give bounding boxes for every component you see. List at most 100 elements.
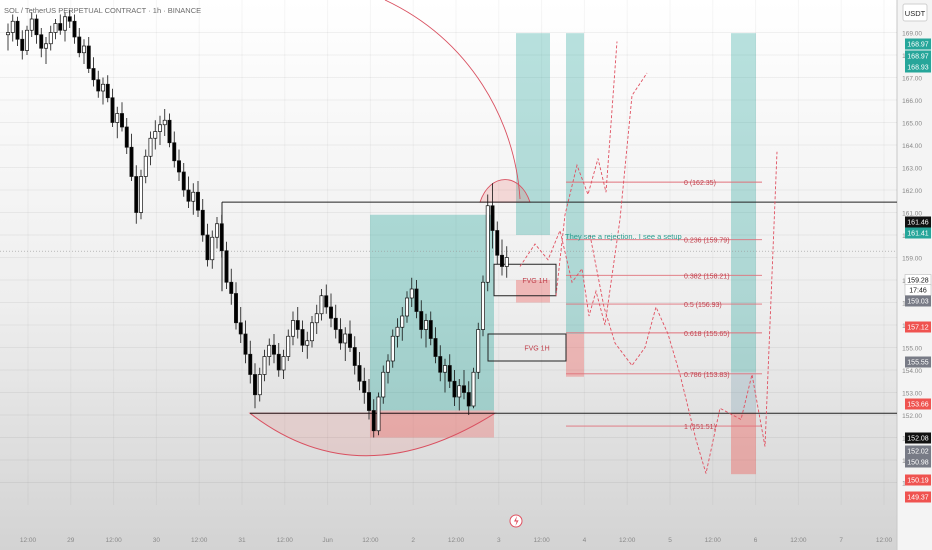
candle-up [262, 356, 267, 375]
candle-down [433, 338, 438, 357]
candle-down [495, 230, 500, 256]
candle-down [15, 20, 20, 40]
candle-down [295, 320, 300, 330]
candle-up [476, 329, 481, 373]
candle-down [276, 353, 281, 371]
fvg-box [487, 333, 567, 362]
candle-down [243, 333, 248, 355]
price-tag-bg [905, 216, 931, 228]
price-tag-bg [905, 61, 931, 73]
time-tick-label: 12:00 [790, 537, 807, 544]
candle-down [181, 171, 186, 191]
fib-label: 0.236 (159.79) [684, 238, 730, 245]
long-position-stop-zone [370, 410, 494, 438]
candle-up [400, 315, 405, 328]
candle-up [29, 18, 34, 31]
candle-down [96, 79, 101, 92]
price-tick-label: 154.00 [902, 368, 922, 375]
candle-down [205, 234, 210, 261]
candle-up [310, 322, 314, 342]
candle-up [314, 313, 319, 324]
price-tag-label: 168.97 [907, 42, 929, 49]
candle-down [466, 392, 471, 407]
projection-path [589, 151, 778, 474]
entry-zone-4 [731, 372, 756, 413]
candle-down [300, 329, 305, 346]
fib-label: 0.5 (156.93) [684, 302, 722, 309]
candle-down [39, 34, 44, 49]
big-arc [384, 0, 521, 200]
long-zone-3 [566, 33, 584, 335]
fvg-label: FVG 1H [524, 346, 549, 353]
candle-up [82, 45, 86, 54]
time-tick-label: 29 [67, 537, 75, 544]
candle-down [67, 16, 72, 22]
time-tick-label: 12:00 [533, 537, 550, 544]
candle-up [376, 396, 381, 432]
price-tick-label: 153.00 [902, 391, 922, 398]
price-tag-bg [905, 474, 931, 486]
stop-zone-3 [566, 334, 584, 377]
candle-down [338, 329, 343, 344]
candle-up [115, 113, 120, 123]
candle-up [162, 119, 167, 126]
candle-down [224, 250, 229, 283]
candle-down [200, 209, 205, 236]
price-tag-label: 150.98 [907, 460, 929, 467]
candle-down [91, 68, 96, 81]
candle-down [105, 83, 110, 99]
price-tick-label: 152.00 [902, 413, 922, 420]
candle-up [143, 155, 148, 177]
candle-up [457, 385, 462, 398]
candle-down [438, 356, 443, 373]
candle-down [72, 20, 77, 38]
fib-label: 0.382 (158.21) [684, 273, 730, 280]
time-tick-label: 4 [583, 537, 587, 544]
candle-down [248, 353, 253, 375]
candle-up [210, 236, 215, 261]
time-tick-label: 12:00 [876, 537, 893, 544]
price-tag-bg [905, 445, 931, 457]
projection-path [519, 72, 648, 326]
candle-up [281, 356, 286, 371]
fvg-zones: FVG 1H FVG 1H [487, 263, 567, 362]
symbol-title: SOL / TetherUS PERPETUAL CONTRACT · 1h ·… [4, 6, 201, 15]
candle-down [357, 365, 362, 382]
candle-down [428, 320, 433, 339]
candle-up [10, 20, 15, 33]
time-tick-label: 12:00 [705, 537, 722, 544]
fib-label: 0.786 (153.83) [684, 372, 730, 379]
candle-down [414, 288, 419, 312]
candle-down [272, 344, 276, 355]
candle-up [471, 371, 476, 407]
position-zones [370, 33, 756, 475]
candle-up [191, 191, 196, 202]
fvg-box [493, 263, 557, 297]
projection-path [555, 41, 618, 296]
candle-up [53, 23, 58, 33]
bottom-arc [248, 412, 497, 457]
currency-button[interactable]: USDT [902, 3, 928, 22]
candle-up [267, 344, 272, 357]
price-tag-bg [905, 50, 931, 62]
price-tags: 168.97 168.97 168.93 161.46 161.41 159.28 17:4… [904, 38, 932, 503]
price-tag-bg [905, 38, 931, 50]
candle-down [134, 176, 139, 213]
price-tag-label: 159.03 [907, 299, 929, 306]
candle-down [196, 191, 200, 211]
lightning-icon[interactable] [509, 514, 523, 528]
time-tick-label: 7 [839, 537, 843, 544]
price-tick-label: 155.00 [902, 346, 922, 353]
candle-down [367, 392, 371, 411]
candle-down [34, 18, 39, 36]
stop-zone-2 [516, 280, 550, 303]
candle-up [158, 124, 162, 132]
candle-down [110, 97, 115, 123]
candle-up [63, 16, 67, 31]
price-tag-bg [905, 491, 931, 503]
price-tick-label: 162.00 [902, 188, 922, 195]
candle-up [215, 223, 219, 238]
